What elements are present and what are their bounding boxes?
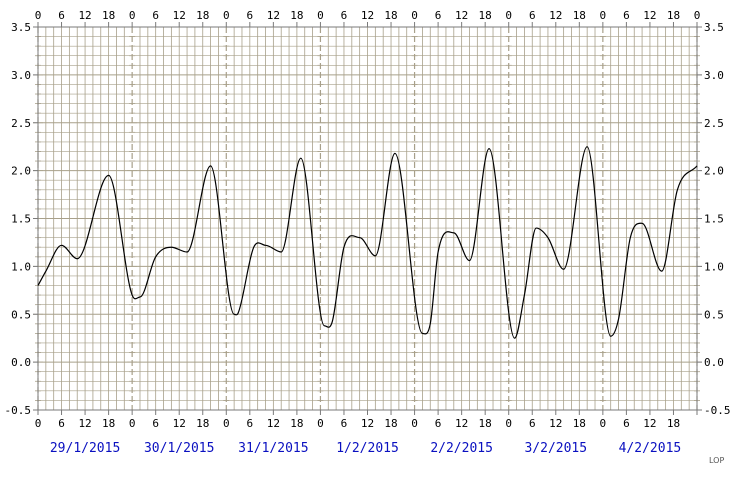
hour-tick-label-top: 18: [384, 9, 397, 22]
y-tick-label-left: 1.0: [11, 260, 31, 273]
hour-tick-label-top: 18: [573, 9, 586, 22]
hour-tick-label-top: 6: [247, 9, 254, 22]
hour-tick-label-bottom: 12: [267, 417, 280, 430]
hour-tick-label-bottom: 0: [600, 417, 607, 430]
hour-tick-label-bottom: 12: [643, 417, 656, 430]
hour-tick-label-top: 12: [267, 9, 280, 22]
hour-tick-label-top: 0: [223, 9, 230, 22]
hour-tick-label-top: 12: [549, 9, 562, 22]
hour-tick-label-top: 0: [600, 9, 607, 22]
hour-tick-label-bottom: 6: [58, 417, 65, 430]
y-tick-label-right: 3.5: [704, 21, 724, 34]
hour-tick-label-bottom: 12: [173, 417, 186, 430]
y-tick-label-left: 3.5: [11, 21, 31, 34]
credit-mark: LOP: [709, 456, 724, 465]
hour-tick-label-bottom: 12: [455, 417, 468, 430]
hour-tick-label-top: 12: [78, 9, 91, 22]
hour-tick-label-top: 12: [455, 9, 468, 22]
hour-tick-label-top: 0: [694, 9, 701, 22]
date-label: 4/2/2015: [619, 441, 682, 456]
date-label: 31/1/2015: [238, 441, 308, 456]
hour-tick-label-bottom: 18: [384, 417, 397, 430]
hour-tick-label-bottom: 6: [247, 417, 254, 430]
hour-tick-label-top: 0: [411, 9, 418, 22]
hour-tick-label-bottom: 0: [129, 417, 136, 430]
hour-tick-label-top: 12: [173, 9, 186, 22]
hour-tick-label-bottom: 0: [411, 417, 418, 430]
y-tick-label-left: 0.5: [11, 308, 31, 321]
hour-tick-label-bottom: 12: [549, 417, 562, 430]
hour-tick-label-top: 18: [479, 9, 492, 22]
hour-tick-label-bottom: 18: [290, 417, 303, 430]
hour-tick-label-bottom: 6: [152, 417, 159, 430]
hour-tick-label-bottom: 12: [361, 417, 374, 430]
hour-tick-label-bottom: 0: [223, 417, 230, 430]
hour-tick-label-top: 0: [35, 9, 42, 22]
hour-tick-label-bottom: 0: [35, 417, 42, 430]
y-tick-label-left: 3.0: [11, 69, 31, 82]
hour-tick-label-top: 6: [435, 9, 442, 22]
hour-tick-label-bottom: 18: [102, 417, 115, 430]
date-label: 1/2/2015: [336, 441, 399, 456]
hour-tick-label-top: 12: [643, 9, 656, 22]
y-tick-label-left: 0.0: [11, 356, 31, 369]
y-tick-label-right: 2.5: [704, 117, 724, 130]
hour-tick-label-top: 6: [152, 9, 159, 22]
hour-tick-label-bottom: 0: [317, 417, 324, 430]
hour-tick-label-bottom: 18: [667, 417, 680, 430]
hour-tick-label-top: 18: [667, 9, 680, 22]
hour-tick-label-bottom: 18: [573, 417, 586, 430]
hour-tick-label-top: 6: [341, 9, 348, 22]
y-tick-label-right: 3.0: [704, 69, 724, 82]
hour-tick-label-bottom: 6: [341, 417, 348, 430]
hour-tick-label-top: 12: [361, 9, 374, 22]
y-tick-label-left: 2.5: [11, 117, 31, 130]
hour-tick-label-bottom: 12: [78, 417, 91, 430]
y-tick-label-right: 0.5: [704, 308, 724, 321]
hour-tick-label-top: 0: [505, 9, 512, 22]
y-tick-label-right: 1.0: [704, 260, 724, 273]
y-tick-label-left: 2.0: [11, 165, 31, 178]
hour-tick-label-top: 18: [290, 9, 303, 22]
y-tick-label-left: 1.5: [11, 213, 31, 226]
hour-tick-label-bottom: 6: [435, 417, 442, 430]
hour-tick-label-bottom: 18: [196, 417, 209, 430]
hour-tick-label-bottom: 6: [623, 417, 630, 430]
date-label: 2/2/2015: [430, 441, 493, 456]
grid: [33, 27, 702, 410]
hour-tick-label-top: 18: [102, 9, 115, 22]
y-tick-label-right: 2.0: [704, 165, 724, 178]
hour-tick-label-bottom: 0: [505, 417, 512, 430]
hour-tick-label-top: 0: [129, 9, 136, 22]
date-label: 30/1/2015: [144, 441, 214, 456]
y-tick-label-left: -0.5: [5, 404, 32, 417]
hour-tick-label-top: 18: [196, 9, 209, 22]
hour-tick-label-bottom: 6: [529, 417, 536, 430]
date-label: 3/2/2015: [524, 441, 587, 456]
y-tick-label-right: 0.0: [704, 356, 724, 369]
hour-tick-label-top: 0: [317, 9, 324, 22]
y-tick-label-right: -0.5: [704, 404, 731, 417]
hour-tick-label-top: 6: [623, 9, 630, 22]
hour-tick-label-top: 6: [529, 9, 536, 22]
date-label: 29/1/2015: [50, 441, 120, 456]
hour-tick-label-top: 6: [58, 9, 65, 22]
y-tick-label-right: 1.5: [704, 213, 724, 226]
hour-tick-label-bottom: 18: [479, 417, 492, 430]
